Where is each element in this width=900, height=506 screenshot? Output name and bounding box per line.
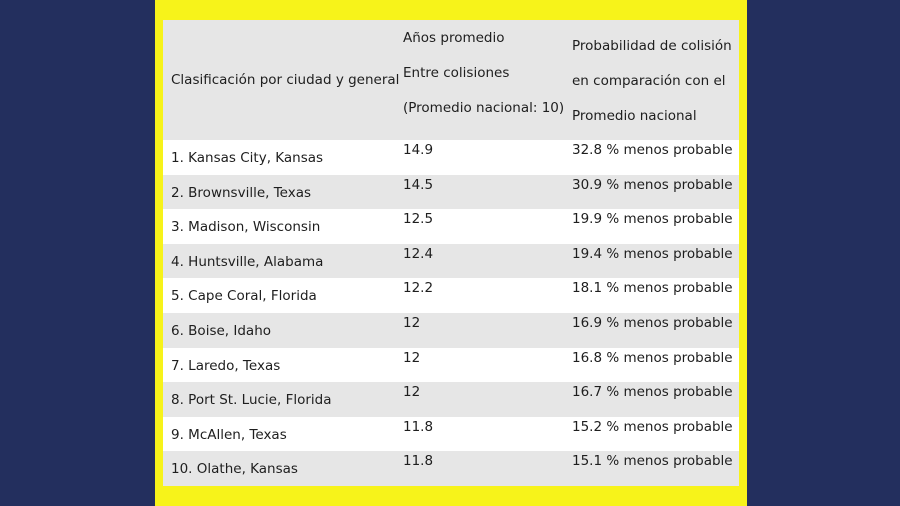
- years-cell: 12: [403, 349, 421, 366]
- city-cell: 6. Boise, Idaho: [171, 323, 272, 339]
- probability-cell: 19.9 % menos probable: [572, 211, 733, 228]
- years-cell: 12: [403, 384, 421, 401]
- collision-table: Clasificación por ciudad y general Años …: [163, 20, 739, 486]
- probability-cell: 32.8 % menos probable: [572, 142, 733, 158]
- city-cell: 8. Port St. Lucie, Florida: [171, 392, 332, 409]
- table-row: 5. Cape Coral, Florida 12.2 18.1 % menos…: [163, 278, 739, 313]
- years-cell: 11.8: [403, 453, 434, 470]
- probability-cell: 16.8 % menos probable: [572, 349, 733, 366]
- probability-cell: 15.1 % menos probable: [572, 453, 733, 470]
- probability-cell: 19.4 % menos probable: [572, 245, 733, 262]
- city-cell: 5. Cape Coral, Florida: [171, 288, 317, 305]
- header-probability-line-1: Probabilidad de colisión: [572, 38, 732, 54]
- city-cell: 10. Olathe, Kansas: [171, 461, 298, 478]
- probability-cell: 30.9 % menos probable: [572, 176, 733, 193]
- header-years-line-1: Años promedio: [403, 30, 505, 46]
- probability-cell: 18.1 % menos probable: [572, 280, 733, 297]
- table-row: 6. Boise, Idaho 12 16.9 % menos probable: [163, 313, 739, 348]
- table-header: Clasificación por ciudad y general Años …: [163, 20, 739, 140]
- city-cell: 7. Laredo, Texas: [171, 357, 281, 374]
- years-cell: 12.4: [403, 245, 434, 262]
- table-row: 4. Huntsville, Alabama 12.4 19.4 % menos…: [163, 243, 739, 279]
- probability-cell: 16.7 % menos probable: [572, 384, 733, 401]
- years-cell: 14.9: [403, 142, 434, 158]
- header-probability-line-3: Promedio nacional: [572, 108, 697, 124]
- table-row: 3. Madison, Wisconsin 12.5 19.9 % menos …: [163, 209, 739, 244]
- probability-cell: 15.2 % menos probable: [572, 418, 733, 435]
- years-cell: 12.5: [403, 211, 434, 228]
- city-cell: 3. Madison, Wisconsin: [171, 219, 321, 236]
- table-row: 2. Brownsville, Texas 14.5 30.9 % menos …: [163, 174, 739, 210]
- city-cell: 2. Brownsville, Texas: [171, 184, 312, 201]
- header-ranking: Clasificación por ciudad y general: [171, 72, 400, 88]
- table-row: 9. McAllen, Texas 11.8 15.2 % menos prob…: [163, 416, 739, 452]
- years-cell: 12: [403, 315, 421, 331]
- years-cell: 12.2: [403, 280, 434, 297]
- yellow-frame: Clasificación por ciudad y general Años …: [155, 0, 747, 506]
- table-row: 1. Kansas City, Kansas 14.9 32.8 % menos…: [163, 140, 739, 175]
- table-row: 8. Port St. Lucie, Florida 12 16.7 % men…: [163, 382, 739, 417]
- probability-cell: 16.9 % menos probable: [572, 315, 733, 331]
- header-years-line-3: (Promedio nacional: 10): [403, 100, 565, 116]
- years-cell: 11.8: [403, 418, 434, 435]
- city-cell: 9. McAllen, Texas: [171, 426, 287, 443]
- city-cell: 1. Kansas City, Kansas: [171, 150, 324, 166]
- header-years-line-2: Entre colisiones: [403, 65, 510, 81]
- city-cell: 4. Huntsville, Alabama: [171, 253, 324, 270]
- header-probability-line-2: en comparación con el: [572, 73, 726, 89]
- table-row: 10. Olathe, Kansas 11.8 15.1 % menos pro…: [163, 451, 739, 486]
- years-cell: 14.5: [403, 176, 434, 193]
- table-row: 7. Laredo, Texas 12 16.8 % menos probabl…: [163, 347, 739, 383]
